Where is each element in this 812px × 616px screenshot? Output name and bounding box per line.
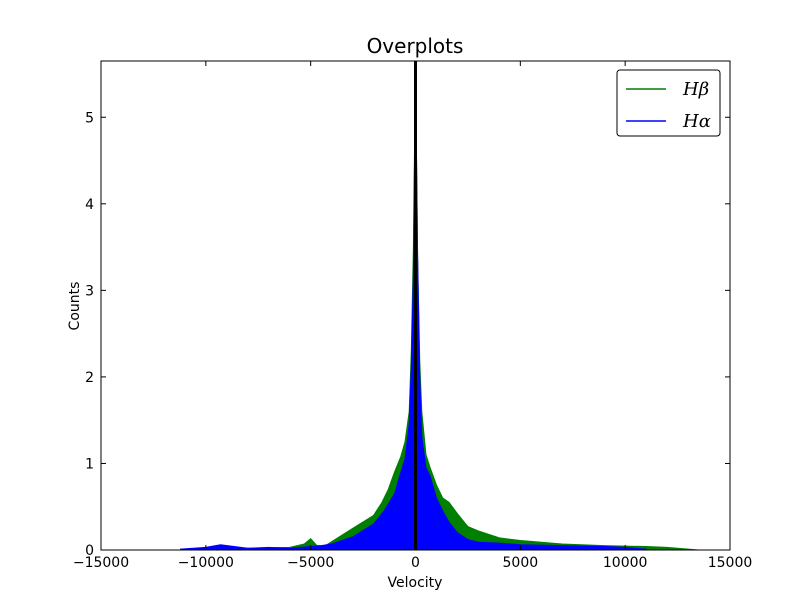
y-tick-label: 0 (85, 543, 94, 559)
y-tick-label: 1 (85, 456, 94, 472)
legend-box (616, 69, 721, 137)
legend-label-0: Hβ (682, 79, 709, 100)
x-tick-label: 0 (411, 555, 420, 571)
legend: Hβ Hα (616, 69, 721, 137)
x-tick-label: −5000 (287, 555, 334, 571)
chart-title: Overplots (367, 34, 464, 58)
x-tick-label: 10000 (603, 555, 648, 571)
x-tick-label: −10000 (178, 555, 234, 571)
x-axis-label: Velocity (388, 575, 443, 591)
series-area-1 (180, 65, 647, 551)
y-tick-label: 2 (85, 370, 94, 386)
y-tick-label: 4 (85, 197, 94, 213)
legend-label-1: Hα (682, 111, 711, 132)
x-tick-label: 15000 (708, 555, 753, 571)
y-tick-label: 5 (85, 110, 94, 126)
series-area-0 (180, 65, 699, 551)
y-tick-label: 3 (85, 283, 94, 299)
axes-layer: −15000 −10000 −5000 0 5000 10000 15000 0 1 2 3 4 5 (73, 60, 753, 571)
x-tick-label: 5000 (503, 555, 539, 571)
y-axis-label: Counts (67, 282, 83, 331)
x-tick-label: −15000 (73, 555, 129, 571)
